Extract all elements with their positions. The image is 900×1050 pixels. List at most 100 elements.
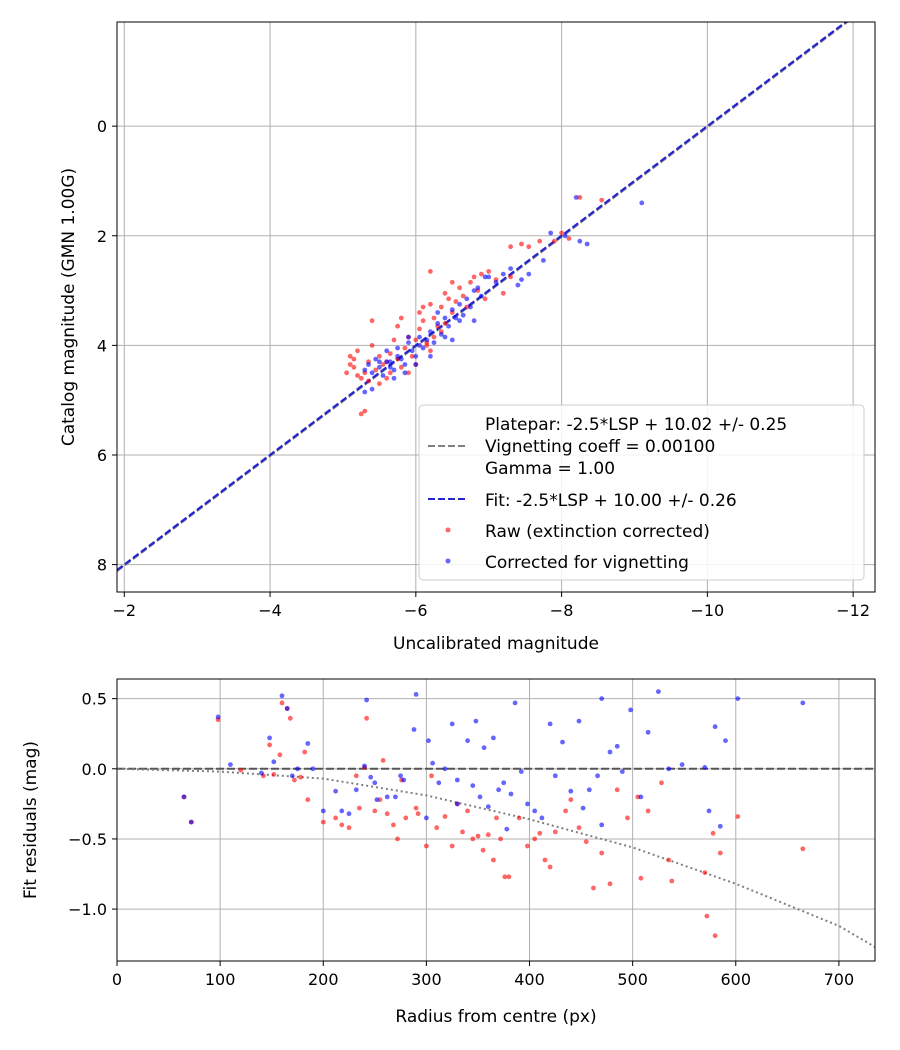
bottom-raw-point (614, 787, 620, 793)
fit-line (117, 22, 848, 571)
top-raw-point (453, 299, 459, 304)
top-ticks: −2 −4 −6 −8 −10 −12 0 2 4 6 8 (97, 117, 870, 620)
bottom-corrected-point (501, 780, 507, 786)
top-corrected-point (366, 362, 371, 367)
bottom-corrected-point (547, 721, 553, 727)
bottom-corrected-point (504, 826, 510, 832)
bottom-raw-point (800, 846, 806, 852)
bottom-corrected-point (539, 815, 545, 821)
bottom-raw-point (391, 822, 396, 828)
top-x-tick-label: −4 (258, 601, 282, 620)
top-lines (117, 22, 849, 572)
bottom-axes-frame (116, 678, 876, 962)
bottom-x-tick-label: 100 (205, 970, 236, 989)
bottom-corrected-point (295, 766, 300, 772)
bottom-corrected-point (426, 738, 431, 744)
bottom-corrected-point (679, 762, 685, 767)
top-corrected-point (391, 367, 397, 373)
top-x-tick-label: −12 (836, 601, 870, 620)
top-corrected-point (482, 274, 488, 280)
bottom-corrected-point (645, 729, 651, 735)
bottom-corrected-point (580, 805, 586, 811)
top-corrected-point (417, 334, 422, 340)
bottom-y-axis-label: Fit residuals (mag) (21, 741, 41, 899)
bottom-raw-point (279, 700, 285, 706)
top-raw-point (566, 236, 572, 241)
top-raw-point (391, 337, 397, 343)
top-corrected-point (413, 362, 419, 367)
top-raw-point (402, 345, 408, 351)
top-corrected-point (486, 274, 492, 280)
top-raw-point (380, 362, 386, 367)
top-raw-point (486, 269, 492, 274)
bottom-corrected-point (188, 819, 194, 825)
bottom-corrected-point (284, 706, 290, 711)
top-raw-point (398, 364, 404, 370)
bottom-corrected-point (614, 743, 620, 749)
top-raw-point (344, 370, 349, 376)
bottom-corrected-point (384, 794, 390, 800)
top-corrected-point (384, 348, 390, 354)
bottom-raw-point (552, 829, 558, 835)
bottom-raw-point (704, 913, 710, 919)
top-corrected-point (377, 364, 382, 370)
bottom-corrected-point (454, 801, 460, 807)
top-corrected-point (369, 386, 375, 392)
top-corrected-point (457, 318, 462, 324)
bottom-raw-point (516, 815, 522, 821)
bottom-corrected-point (586, 787, 592, 793)
bottom-raw-point (494, 815, 499, 821)
top-x-tick-label: −8 (550, 601, 574, 620)
bottom-raw-point (506, 874, 512, 880)
top-raw-point (428, 301, 433, 307)
bottom-corrected-point (735, 696, 741, 701)
bottom-raw-point (372, 808, 378, 814)
bottom-corrected-point (702, 765, 708, 770)
top-corrected-point (562, 233, 568, 239)
top-raw-point (355, 348, 360, 354)
top-raw-point (347, 353, 353, 359)
top-raw-point (442, 321, 448, 326)
top-corrected-point (573, 195, 579, 200)
bottom-corrected-point (568, 788, 574, 794)
top-corrected-point (639, 200, 645, 206)
bottom-raw-point (583, 839, 589, 845)
bottom-corrected-point (595, 773, 600, 779)
bottom-corrected-point (508, 791, 514, 797)
bottom-corrected-point (628, 707, 633, 713)
top-raw-point (373, 367, 379, 373)
legend: Platepar: -2.5*LSP + 10.02 +/- 0.25 Vigne… (418, 404, 865, 581)
top-corrected-point (398, 356, 404, 362)
top-corrected-point (435, 310, 441, 315)
top-raw-point (577, 195, 583, 200)
bottom-raw-point (238, 767, 244, 773)
bottom-raw-point (712, 933, 718, 939)
top-corrected-point (493, 279, 499, 285)
top-corrected-point (541, 258, 546, 263)
legend-platepar-label: Platepar: -2.5*LSP + 10.02 +/- 0.25 Vigne… (485, 415, 787, 479)
top-corrected-point (395, 345, 400, 351)
bottom-corrected-point (271, 759, 277, 765)
bottom-corrected-point (362, 763, 367, 769)
top-corrected-point (435, 321, 441, 326)
top-raw-point (387, 351, 393, 356)
bottom-corrected-point (411, 727, 417, 732)
legend-fit-label: Fit: -2.5*LSP + 10.00 +/- 0.26 (485, 491, 737, 511)
top-raw-point (442, 290, 448, 296)
top-raw-point (420, 304, 426, 310)
bottom-corrected-point (599, 696, 605, 701)
top-corrected-point (387, 364, 393, 370)
bottom-corrected-point (228, 762, 233, 767)
top-raw-point (519, 241, 524, 247)
bottom-raw-point (735, 814, 741, 819)
bottom-raw-point (271, 772, 277, 777)
bottom-raw-point (537, 830, 543, 836)
top-corrected-point (402, 362, 408, 367)
top-raw-point (417, 310, 422, 315)
top-y-tick-label: 4 (97, 336, 107, 355)
top-corrected-point (428, 329, 433, 335)
top-corrected-point (420, 345, 426, 351)
bottom-corrected-point (532, 808, 538, 814)
bottom-raw-point (460, 829, 465, 835)
